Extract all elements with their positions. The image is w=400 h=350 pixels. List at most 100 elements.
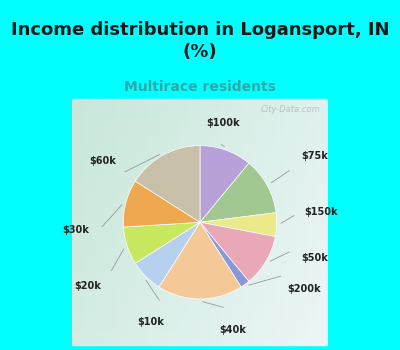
Wedge shape [200,222,249,287]
Bar [158,254,169,263]
Bar [137,148,148,157]
Bar [105,238,116,247]
Bar [63,189,74,198]
Bar [147,99,159,108]
Bar [200,172,212,181]
Bar [210,99,222,108]
Text: $10k: $10k [138,317,164,327]
Bar [337,254,349,263]
Bar [84,221,96,230]
Bar [263,131,275,140]
Bar [274,319,286,329]
Bar [295,164,307,173]
Bar [190,246,201,255]
Bar [158,189,169,198]
Bar [242,148,254,157]
Bar [242,107,254,116]
Bar [263,156,275,165]
Bar [116,319,127,329]
Bar [84,99,96,108]
Bar [337,295,349,304]
Bar [116,295,127,304]
Text: $100k: $100k [207,118,240,128]
Bar [200,229,212,239]
Text: Multirace residents: Multirace residents [124,80,276,93]
Bar [263,254,275,263]
Bar [337,123,349,132]
Bar [253,279,264,288]
Bar [63,303,74,312]
Bar [232,139,243,149]
Bar [210,131,222,140]
Bar [168,123,180,132]
Bar [327,328,338,337]
Bar [73,238,85,247]
Bar [348,336,360,345]
Bar [316,172,328,181]
Bar [284,311,296,320]
Bar [73,246,85,255]
Bar [337,221,349,230]
Bar [232,279,243,288]
Bar [126,319,138,329]
Bar [105,205,116,214]
Bar [295,229,307,239]
Bar [284,319,296,329]
Bar [168,311,180,320]
Bar [232,205,243,214]
Bar [232,99,243,108]
Bar [221,279,233,288]
Bar [190,229,201,239]
Bar [147,295,159,304]
Bar [210,295,222,304]
Bar [73,229,85,239]
Bar [84,238,96,247]
Bar [158,229,169,239]
Bar [94,139,106,149]
Bar [327,156,338,165]
Bar [179,303,190,312]
Bar [327,238,338,247]
Bar [73,205,85,214]
Bar [306,246,317,255]
Bar [168,156,180,165]
Bar [190,221,201,230]
Bar [168,336,180,345]
Bar [253,131,264,140]
Bar [274,115,286,124]
Bar [263,270,275,280]
Bar [190,205,201,214]
Bar [126,270,138,280]
Bar [200,213,212,222]
Bar [295,221,307,230]
Bar [42,287,53,296]
Bar [316,262,328,271]
Bar [190,131,201,140]
Bar [94,270,106,280]
Bar [73,115,85,124]
Bar [348,287,360,296]
Bar [221,336,233,345]
Bar [274,221,286,230]
Bar [158,262,169,271]
Bar [63,172,74,181]
Bar [232,115,243,124]
Bar [179,172,190,181]
Bar [284,229,296,239]
Bar [179,246,190,255]
Bar [263,99,275,108]
Bar [210,262,222,271]
Bar [253,246,264,255]
Bar [284,279,296,288]
Bar [327,115,338,124]
Bar [168,295,180,304]
Bar [179,139,190,149]
Bar [126,107,138,116]
Bar [306,303,317,312]
Bar [126,221,138,230]
Bar [263,336,275,345]
Bar [147,164,159,173]
Bar [316,336,328,345]
Bar [168,131,180,140]
Bar [84,205,96,214]
